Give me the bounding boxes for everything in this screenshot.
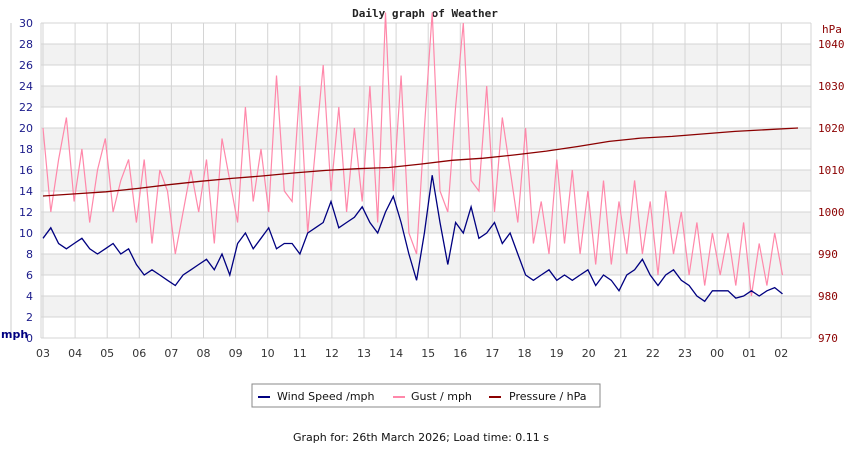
grid-band <box>41 44 811 65</box>
right-tick-label: 1000 <box>818 206 845 219</box>
legend: Wind Speed /mph Gust / mph Pressure / hP… <box>251 383 601 408</box>
right-axis-label: hPa <box>822 23 842 36</box>
x-tick-label: 23 <box>678 347 692 360</box>
right-axis-ticks: 970 980 990 1000 1010 1020 1030 1040 <box>818 38 845 345</box>
series-line-pressure <box>42 127 799 197</box>
left-tick-label: 28 <box>19 38 33 51</box>
left-tick-label: 20 <box>19 122 33 135</box>
x-tick-label: 04 <box>68 347 82 360</box>
grid-bands <box>41 23 811 338</box>
legend-label-gust: Gust / mph <box>411 390 472 403</box>
x-tick-label: 16 <box>453 347 467 360</box>
grid-band <box>41 170 811 191</box>
grid-band <box>41 128 811 149</box>
x-tick-label: 18 <box>518 347 532 360</box>
x-tick-label: 15 <box>421 347 435 360</box>
x-tick-label: 05 <box>100 347 114 360</box>
left-tick-label: 24 <box>19 80 33 93</box>
x-tick-label: 06 <box>132 347 146 360</box>
footer-text: Graph for: 26th March 2026; Load time: 0… <box>293 431 549 444</box>
x-tick-label: 13 <box>357 347 371 360</box>
left-tick-label: 6 <box>26 269 33 282</box>
x-tick-label: 22 <box>646 347 660 360</box>
left-tick-label: 10 <box>19 227 33 240</box>
x-tick-label: 01 <box>742 347 756 360</box>
x-tick-label: 19 <box>550 347 564 360</box>
left-tick-label: 2 <box>26 311 33 324</box>
x-tick-label: 09 <box>229 347 243 360</box>
right-tick-label: 1020 <box>818 122 845 135</box>
right-tick-label: 1010 <box>818 164 845 177</box>
x-tick-label: 17 <box>485 347 499 360</box>
left-tick-label: 8 <box>26 248 33 261</box>
right-tick-label: 1030 <box>818 80 845 93</box>
right-tick-label: 990 <box>818 248 838 261</box>
legend-label-pressure: Pressure / hPa <box>509 390 587 403</box>
left-tick-label: 16 <box>19 164 33 177</box>
x-tick-label: 14 <box>389 347 403 360</box>
x-tick-label: 10 <box>261 347 275 360</box>
left-tick-label: 14 <box>19 185 33 198</box>
x-tick-label: 02 <box>774 347 788 360</box>
x-tick-label: 11 <box>293 347 307 360</box>
left-tick-label: 30 <box>19 17 33 30</box>
left-tick-label: 0 <box>26 332 33 345</box>
grid-band <box>41 254 811 275</box>
series-line-wind-speed <box>42 175 783 303</box>
grid-band <box>41 296 811 317</box>
chart-title: Daily graph of Weather <box>352 7 498 20</box>
series-lines <box>42 12 799 303</box>
left-tick-label: 4 <box>26 290 33 303</box>
x-tick-label: 21 <box>614 347 628 360</box>
x-tick-label: 03 <box>36 347 50 360</box>
right-tick-label: 1040 <box>818 38 845 51</box>
x-tick-label: 07 <box>164 347 178 360</box>
left-axis-label: mph <box>1 328 28 341</box>
x-tick-label: 12 <box>325 347 339 360</box>
x-axis-ticks: 03 04 05 06 07 08 09 10 11 12 13 14 15 16 17 18 19 20 21 22… <box>36 347 788 360</box>
right-tick-label: 970 <box>818 332 838 345</box>
legend-label-wind: Wind Speed /mph <box>277 390 375 403</box>
series-line-gust <box>42 12 784 297</box>
left-tick-label: 22 <box>19 101 33 114</box>
x-tick-label: 00 <box>710 347 724 360</box>
x-tick-label: 08 <box>197 347 211 360</box>
right-tick-label: 980 <box>818 290 838 303</box>
x-tick-label: 20 <box>582 347 596 360</box>
left-tick-label: 18 <box>19 143 33 156</box>
left-tick-label: 12 <box>19 206 33 219</box>
left-tick-label: 26 <box>19 59 33 72</box>
